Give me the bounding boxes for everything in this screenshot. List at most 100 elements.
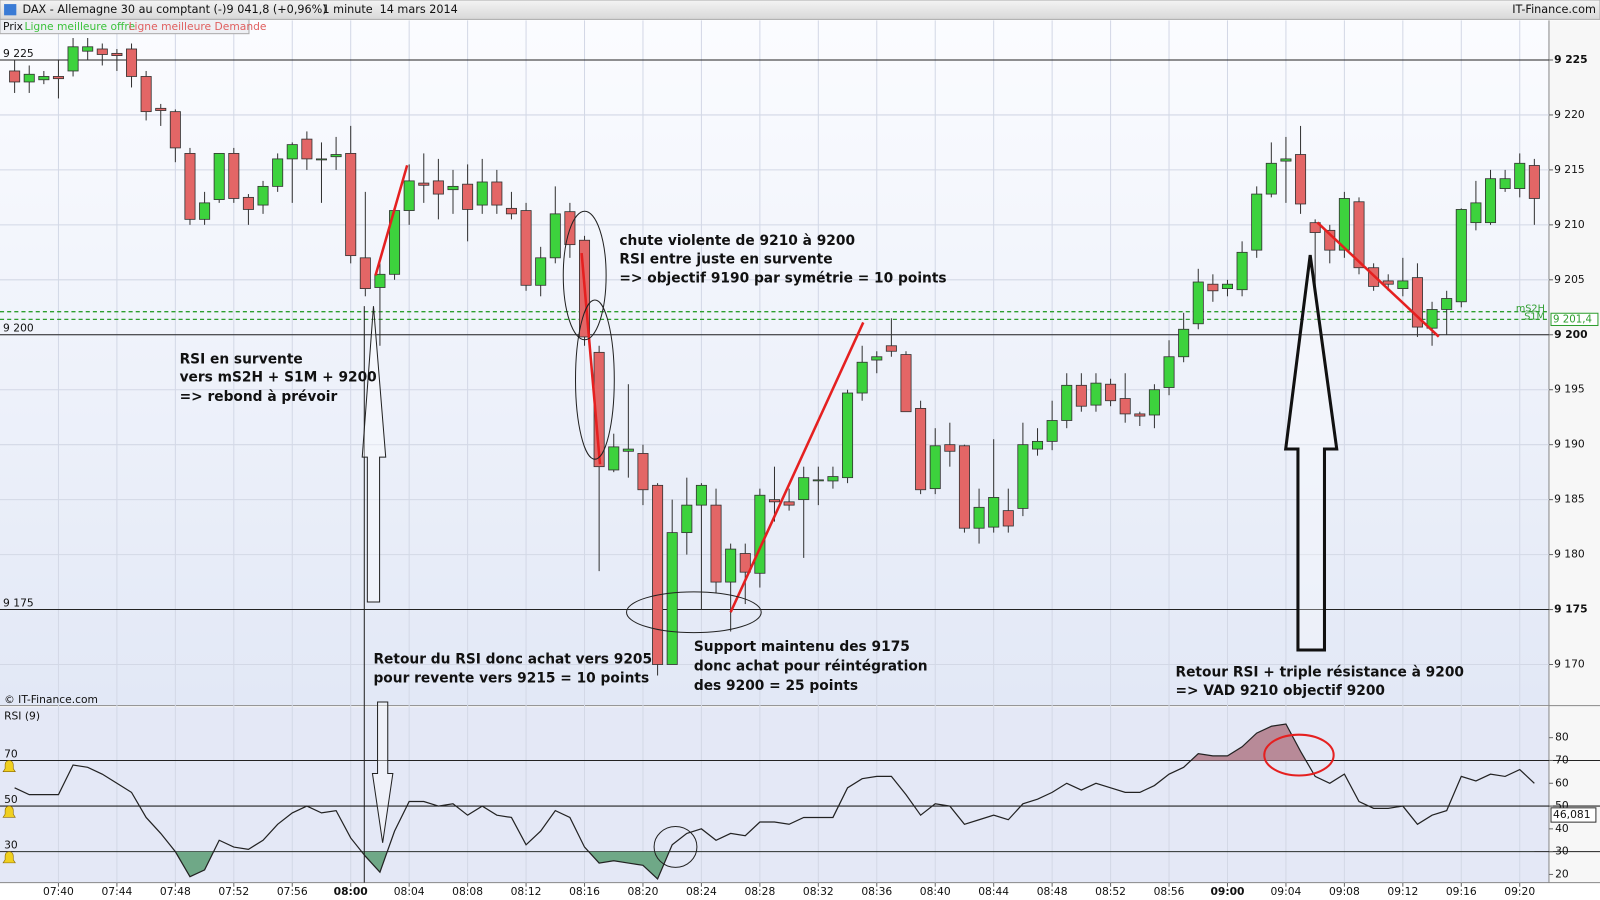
- candle-body: [900, 354, 912, 413]
- circle-mark: [574, 299, 615, 460]
- candle-body: [359, 257, 371, 290]
- candle-body: [257, 185, 269, 206]
- candle-body: [432, 180, 444, 195]
- x-tick-label: 08:16: [569, 885, 600, 898]
- candle-body: [1251, 193, 1263, 251]
- annotation: chute violente de 9210 à 9200: [619, 233, 855, 249]
- candle-body: [505, 207, 517, 215]
- candle-body: [1163, 356, 1175, 388]
- candle-body: [345, 152, 357, 257]
- candle-body: [242, 196, 254, 210]
- y-tick-label: 9 190: [1554, 438, 1585, 451]
- support-name: S1M: [1524, 311, 1545, 322]
- candle-body: [1338, 198, 1350, 251]
- candle-body: [666, 532, 678, 665]
- rsi-level-label: 70: [4, 747, 18, 760]
- level-label: 9 225: [3, 47, 34, 60]
- candle-body: [1485, 178, 1497, 224]
- y-tick-label: 30: [1555, 845, 1569, 858]
- candle-body: [169, 111, 181, 149]
- candle-body: [1426, 309, 1438, 329]
- rsi-line: [14, 723, 1535, 881]
- rsi-level-label: 50: [4, 793, 18, 806]
- candle-body: [622, 448, 634, 452]
- candle-body: [301, 138, 313, 160]
- annotation: Retour du RSI donc achat vers 9205: [373, 651, 652, 667]
- candle-body: [973, 506, 985, 529]
- level-label: 9 175: [3, 596, 34, 609]
- y-tick-label: 9 170: [1554, 658, 1585, 671]
- candle-body: [315, 158, 327, 161]
- date: 14 mars 2014: [380, 3, 458, 16]
- trend-line: [729, 321, 865, 613]
- candle-body: [1192, 281, 1204, 325]
- x-tick-label: 09:20: [1504, 885, 1535, 898]
- candle-body: [1528, 165, 1540, 199]
- annotation: Retour RSI + triple résistance à 9200: [1176, 665, 1464, 681]
- candle-body: [1017, 444, 1029, 509]
- candle-body: [184, 152, 196, 220]
- x-tick-label: 08:36: [861, 885, 892, 898]
- y-tick-label: 60: [1555, 776, 1569, 789]
- candle-body: [213, 152, 225, 200]
- overbought-area: [1190, 723, 1306, 761]
- candle-body: [1280, 158, 1292, 162]
- annotation: RSI en survente: [180, 351, 303, 367]
- y-tick-label: 70: [1555, 753, 1569, 766]
- candle-body: [768, 499, 780, 503]
- support-box: [1550, 312, 1599, 327]
- annotation: => VAD 9210 objectif 9200: [1176, 683, 1385, 699]
- up-arrow: [361, 306, 387, 603]
- support-label: 9 201,4: [1553, 314, 1592, 325]
- candle-body: [958, 445, 970, 529]
- candle-body: [272, 158, 284, 187]
- last-value-box: [1550, 807, 1597, 823]
- rsi-chart: 70 50 30: [0, 723, 1600, 881]
- candle-body: [944, 444, 956, 452]
- x-tick-label: 08:40: [920, 885, 951, 898]
- candle-body: [1221, 283, 1233, 290]
- candle-body: [783, 501, 795, 506]
- candle-body: [1075, 384, 1087, 407]
- down-arrow: [371, 701, 394, 843]
- annotation: => objectif 9190 par symétrie = 10 point…: [619, 271, 946, 287]
- y-tick-label: 9 205: [1554, 273, 1585, 286]
- candle-body: [462, 183, 474, 210]
- circle-mark: [1263, 733, 1335, 777]
- x-tick-label: 07:56: [277, 885, 308, 898]
- x-tick-label: 08:20: [628, 885, 659, 898]
- candle-body: [1514, 162, 1526, 189]
- y-tick-label: 20: [1555, 867, 1569, 880]
- candle-body: [988, 497, 1000, 528]
- annotation: => rebond à prévoir: [180, 389, 338, 405]
- y-tick-label: 80: [1555, 731, 1569, 744]
- candle-body: [1002, 510, 1014, 527]
- candle-body: [1397, 280, 1409, 290]
- candle-body: [1134, 413, 1146, 417]
- legend-item: Ligne meilleure Demande: [129, 20, 267, 33]
- x-tick-label: 09:16: [1446, 885, 1477, 898]
- candle-body: [228, 152, 240, 199]
- candle-body: [1455, 209, 1467, 303]
- x-tick-label: 08:04: [394, 885, 425, 898]
- trend-line: [374, 164, 409, 276]
- candle-body: [1105, 383, 1117, 402]
- axes: 07:40 07:44 07:48 07:52 07:56 08:00 08:04 08:08…: [43, 53, 1599, 898]
- quote: 9 041,8 (+0,96%): [227, 3, 327, 16]
- candle-body: [608, 446, 620, 471]
- last-value-label: 46,081: [1553, 808, 1590, 821]
- candle-body: [403, 180, 415, 211]
- candle-body: [637, 453, 649, 491]
- candle-body: [1382, 280, 1394, 285]
- alert-icon: [2, 760, 16, 772]
- candle-body: [754, 494, 766, 574]
- support-name: mS2H: [1516, 304, 1545, 315]
- candle-body: [915, 407, 927, 491]
- alert-icon: [2, 851, 16, 864]
- big-up-arrow: [1283, 254, 1339, 652]
- annotation: donc achat pour réintégration: [694, 658, 928, 674]
- watermark: © IT-Finance.com: [4, 693, 98, 706]
- y-tick-label: 9 220: [1554, 108, 1585, 121]
